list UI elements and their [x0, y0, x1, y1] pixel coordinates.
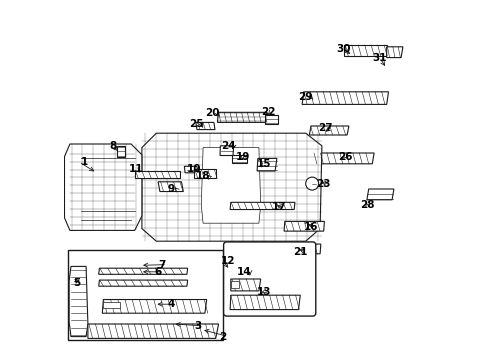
Polygon shape	[230, 279, 260, 291]
Polygon shape	[287, 244, 320, 254]
Text: 1: 1	[81, 157, 88, 167]
Text: 25: 25	[188, 119, 203, 129]
Text: 29: 29	[298, 92, 312, 102]
Text: 20: 20	[204, 108, 219, 118]
Text: 4: 4	[167, 299, 174, 309]
Text: 9: 9	[167, 184, 174, 194]
Polygon shape	[194, 169, 215, 178]
Polygon shape	[302, 92, 387, 104]
Text: 3: 3	[194, 321, 201, 331]
Text: 10: 10	[186, 164, 201, 174]
Polygon shape	[184, 166, 197, 173]
Text: 24: 24	[221, 141, 235, 151]
Text: 26: 26	[337, 152, 352, 162]
Text: 11: 11	[129, 164, 143, 174]
Text: 19: 19	[235, 152, 249, 162]
Polygon shape	[142, 133, 321, 241]
Polygon shape	[69, 266, 88, 337]
Polygon shape	[158, 182, 183, 192]
Text: 6: 6	[154, 267, 162, 277]
Polygon shape	[230, 295, 300, 310]
Polygon shape	[88, 324, 218, 338]
Polygon shape	[196, 122, 215, 130]
Text: 21: 21	[292, 247, 307, 257]
Bar	[68, 250, 223, 340]
Text: 22: 22	[260, 107, 275, 117]
Text: 2: 2	[219, 332, 226, 342]
Text: 7: 7	[158, 260, 165, 270]
Text: 17: 17	[271, 202, 285, 212]
Text: 14: 14	[237, 267, 251, 277]
Polygon shape	[265, 115, 277, 124]
Text: 8: 8	[109, 141, 117, 151]
Polygon shape	[284, 221, 324, 231]
Polygon shape	[220, 146, 233, 156]
Polygon shape	[117, 146, 125, 157]
Polygon shape	[99, 280, 187, 286]
Text: 31: 31	[371, 53, 386, 63]
Text: 23: 23	[316, 179, 330, 189]
Polygon shape	[257, 158, 276, 171]
FancyBboxPatch shape	[223, 242, 315, 316]
Polygon shape	[103, 302, 120, 308]
Polygon shape	[217, 112, 266, 122]
Text: 28: 28	[359, 200, 373, 210]
Polygon shape	[343, 45, 386, 56]
Text: 18: 18	[196, 171, 210, 181]
Polygon shape	[386, 47, 402, 58]
Polygon shape	[134, 171, 179, 178]
Polygon shape	[231, 155, 247, 163]
Polygon shape	[99, 268, 187, 274]
Text: 5: 5	[73, 278, 81, 288]
Polygon shape	[366, 189, 393, 200]
Circle shape	[305, 177, 318, 190]
Text: 12: 12	[221, 256, 235, 266]
Polygon shape	[102, 300, 206, 313]
Polygon shape	[64, 144, 142, 230]
Polygon shape	[230, 281, 239, 288]
Polygon shape	[230, 202, 294, 210]
Polygon shape	[201, 148, 260, 223]
Polygon shape	[312, 153, 373, 164]
Text: 13: 13	[257, 287, 271, 297]
Text: 27: 27	[318, 123, 332, 133]
Text: 30: 30	[336, 44, 350, 54]
Text: 16: 16	[303, 222, 318, 232]
Text: 15: 15	[257, 159, 271, 169]
Polygon shape	[309, 126, 348, 135]
